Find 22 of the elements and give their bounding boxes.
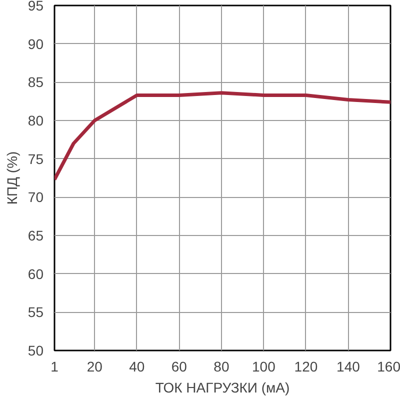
y-tick-label: 85: [28, 74, 44, 90]
y-tick-label: 90: [28, 36, 44, 52]
x-tick-label: 1: [50, 358, 59, 374]
y-tick-label: 75: [28, 150, 44, 167]
x-tick-label: 20: [86, 358, 103, 374]
y-tick-label: 80: [28, 112, 44, 128]
y-tick-label: 55: [28, 304, 44, 320]
line-series: [54, 91, 390, 182]
x-tick-label: 160: [377, 358, 400, 374]
y-tick-label: 70: [28, 189, 44, 206]
x-tick-label: 40: [129, 358, 145, 374]
x-tick-label: 100: [252, 358, 276, 374]
y-axis-title: КПД (%): [4, 151, 20, 205]
x-tick-label: 140: [336, 358, 360, 374]
x-axis-title: ТОК НАГРУЗКИ (мА): [155, 380, 290, 396]
y-tick-label: 95: [28, 0, 44, 14]
y-tick-label: 50: [28, 342, 44, 358]
y-tick-label: 65: [28, 228, 44, 244]
x-tick-label: 80: [214, 358, 230, 374]
x-tick-label: 60: [171, 358, 188, 374]
y-tick-label: 60: [28, 266, 44, 282]
x-tick-label: 120: [294, 358, 318, 374]
